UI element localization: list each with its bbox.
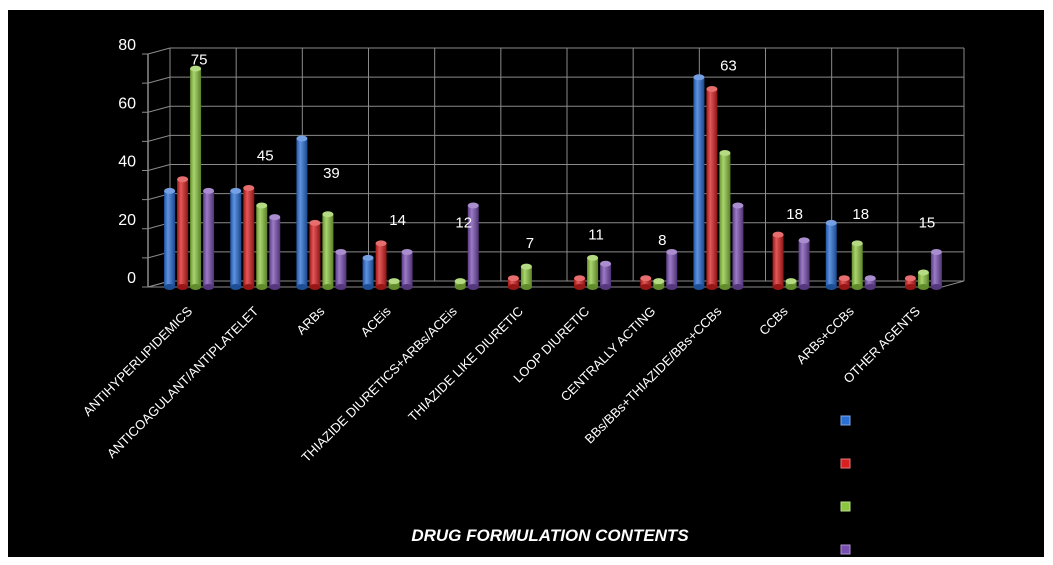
bar bbox=[309, 219, 321, 290]
bar bbox=[362, 254, 374, 290]
bar bbox=[587, 254, 599, 290]
y-tick-label: 20 bbox=[118, 212, 136, 229]
bar bbox=[904, 275, 916, 290]
bar bbox=[798, 237, 810, 290]
bar bbox=[772, 231, 784, 290]
gridline-side bbox=[147, 105, 171, 113]
bar bbox=[269, 214, 281, 290]
bar bbox=[190, 65, 202, 290]
data-label: 7 bbox=[526, 235, 534, 252]
bar bbox=[203, 187, 215, 290]
bar bbox=[335, 249, 347, 290]
bar bbox=[574, 275, 586, 290]
data-label: 8 bbox=[658, 232, 666, 249]
data-label: 12 bbox=[455, 215, 472, 232]
bar bbox=[917, 269, 929, 290]
data-label: 18 bbox=[786, 206, 803, 223]
legend bbox=[840, 415, 851, 555]
gridline-side bbox=[147, 134, 171, 142]
y-tick-label: 80 bbox=[118, 37, 136, 54]
legend-marker bbox=[840, 544, 851, 555]
data-label: 15 bbox=[919, 215, 936, 232]
bar bbox=[666, 249, 678, 290]
y-tick-label: 0 bbox=[127, 270, 136, 287]
bar bbox=[930, 249, 942, 290]
bar bbox=[164, 187, 176, 290]
bar bbox=[785, 278, 797, 290]
y-tick-label: 40 bbox=[118, 154, 136, 171]
bar bbox=[732, 202, 744, 290]
bar bbox=[296, 135, 308, 290]
data-label: 14 bbox=[389, 212, 406, 229]
data-label: 63 bbox=[720, 57, 737, 74]
bar bbox=[230, 187, 242, 290]
bar bbox=[256, 202, 268, 290]
gridline-side bbox=[147, 76, 171, 84]
bar bbox=[825, 219, 837, 290]
bar bbox=[467, 202, 479, 290]
y-tick-label: 60 bbox=[118, 95, 136, 112]
bar bbox=[851, 240, 863, 290]
bar bbox=[401, 249, 413, 290]
bar bbox=[653, 278, 665, 290]
gridline-side bbox=[147, 47, 171, 55]
bar bbox=[375, 240, 387, 290]
bar bbox=[388, 278, 400, 290]
data-label: 45 bbox=[257, 148, 274, 165]
y-axis-ticks: 0 20 40 60 80 bbox=[118, 37, 136, 287]
data-label: 11 bbox=[588, 226, 604, 243]
bar bbox=[693, 74, 705, 290]
legend-marker bbox=[840, 415, 851, 426]
bar bbox=[507, 275, 519, 290]
bar bbox=[177, 176, 189, 290]
bar bbox=[600, 260, 612, 290]
bar bbox=[864, 275, 876, 290]
data-labels: 75 45 39 14 12 7 11 8 63 18 18 15 bbox=[191, 52, 936, 252]
bar bbox=[454, 278, 466, 290]
bar bbox=[838, 275, 850, 290]
data-label: 39 bbox=[323, 165, 340, 182]
data-label: 75 bbox=[191, 52, 208, 69]
x-axis-title: DRUG FORMULATION CONTENTS bbox=[411, 526, 689, 545]
legend-marker bbox=[840, 458, 851, 469]
bar bbox=[322, 211, 334, 290]
bar bbox=[520, 263, 532, 290]
bar bbox=[706, 85, 718, 290]
bar bbox=[640, 275, 652, 290]
bar bbox=[719, 150, 731, 290]
bars bbox=[164, 65, 942, 290]
data-label: 18 bbox=[852, 206, 869, 223]
gridline-side bbox=[147, 164, 171, 171]
legend-marker bbox=[840, 501, 851, 512]
bar bbox=[243, 184, 255, 290]
